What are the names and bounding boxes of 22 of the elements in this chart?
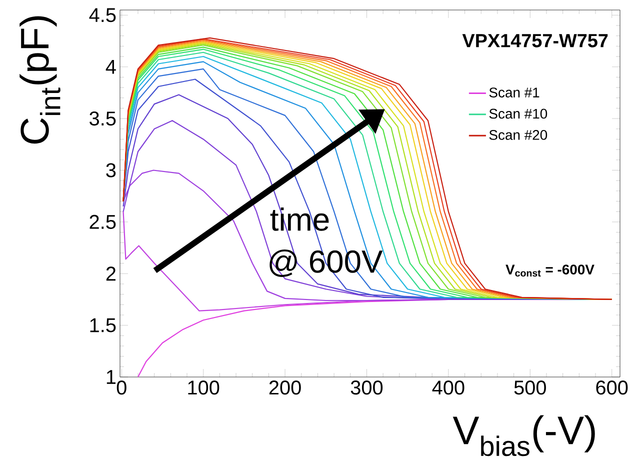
y-tick-label: 2 — [106, 266, 116, 281]
y-tick-label: 2.5 — [90, 214, 116, 229]
x-tick-label: 300 — [350, 380, 383, 395]
x-tick-label: 0 — [116, 380, 126, 395]
x-tick-label: 200 — [269, 380, 301, 395]
y-tick-label: 1 — [106, 370, 116, 384]
y-tick-label: 4 — [106, 60, 116, 74]
annotation: V$_{const}$ = -600V — [506, 264, 594, 277]
x-tick-label: 600 — [596, 380, 628, 395]
x-tick-label: 400 — [432, 380, 464, 395]
text: VPX14757-W757 — [462, 34, 608, 48]
x-tick-label: 500 — [514, 380, 546, 395]
legend-label: Scan #10 — [489, 108, 548, 119]
y-tick-label: 4.5 — [89, 8, 116, 22]
y-tick-label: 3.5 — [90, 111, 116, 126]
y-axis-title: C$_{int}$(pF) — [20, 16, 60, 144]
y-tick-label: 3 — [106, 163, 116, 178]
x-tick-label: 100 — [188, 380, 220, 395]
y-tick-label: 1.5 — [90, 318, 116, 332]
legend-label: Scan #20 — [489, 130, 548, 140]
legend-label: Scan #1 — [489, 88, 540, 98]
x-axis-title: V$_{bias}$(-V) — [452, 415, 595, 456]
